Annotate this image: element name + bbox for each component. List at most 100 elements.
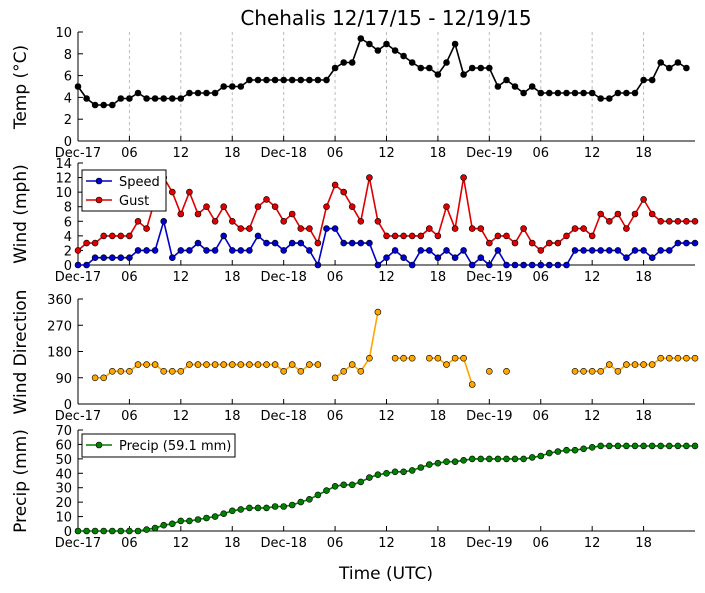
data-point: [263, 76, 270, 84]
y-tick-label: 2: [64, 113, 72, 128]
data-point: [640, 76, 647, 84]
data-point: [468, 64, 476, 72]
data-point: [194, 516, 202, 523]
data-point: [443, 361, 450, 368]
data-point: [134, 527, 142, 535]
data-point: [100, 374, 107, 382]
data-point: [674, 239, 682, 247]
x-tick-label: 18: [224, 270, 241, 285]
data-point: [366, 174, 373, 181]
data-point: [571, 247, 579, 254]
data-point: [640, 196, 647, 203]
data-point: [306, 225, 313, 232]
data-point: [134, 247, 142, 254]
data-point: [126, 527, 133, 535]
data-point: [485, 367, 493, 375]
data-point: [657, 218, 665, 225]
data-point: [246, 76, 253, 84]
data-point: [314, 261, 322, 269]
data-point: [588, 232, 596, 240]
data-point: [280, 218, 288, 225]
data-point: [434, 71, 442, 78]
data-point: [211, 218, 219, 225]
legend: Precip (59.1 mm): [81, 433, 236, 458]
data-point: [588, 247, 596, 254]
data-point: [220, 83, 227, 90]
data-point: [563, 261, 570, 269]
x-tick-label: 18: [635, 270, 652, 285]
data-point: [383, 232, 390, 240]
x-tick-label: 06: [121, 409, 138, 424]
data-point: [571, 89, 579, 97]
x-tick-label: Dec-18: [260, 270, 306, 285]
data-point: [494, 247, 502, 254]
data-point: [528, 454, 536, 461]
y-tick-label: 10: [55, 26, 72, 41]
data-point: [417, 232, 425, 240]
data-point: [143, 361, 150, 368]
data-point: [374, 308, 382, 316]
data-point: [160, 521, 167, 529]
data-point: [503, 455, 510, 463]
data-point: [177, 247, 185, 254]
data-point: [203, 89, 210, 97]
panel-3: 0 90 180 270 360 Dec-17 06 12 18 Dec-18 06 12 18 Dec-…: [11, 290, 699, 424]
legend-label: Gust: [119, 194, 149, 209]
data-point: [545, 89, 553, 97]
x-tick-label: 06: [532, 536, 549, 551]
data-point: [280, 367, 288, 375]
series-line: [334, 311, 379, 379]
data-point: [100, 254, 107, 262]
data-point: [511, 239, 519, 247]
data-point: [169, 520, 176, 528]
data-point: [614, 210, 622, 218]
data-point: [451, 354, 459, 362]
data-point: [143, 526, 150, 533]
y-tick-label: 2: [64, 244, 72, 259]
data-point: [143, 247, 150, 254]
data-point: [443, 458, 450, 466]
y-tick-label: 8: [64, 48, 72, 63]
data-point: [254, 76, 262, 84]
x-tick-label: 18: [430, 270, 447, 285]
data-point: [460, 354, 467, 362]
data-point: [348, 203, 356, 210]
data-point: [391, 468, 399, 476]
data-point: [417, 464, 425, 471]
data-point: [314, 491, 322, 499]
data-point: [683, 239, 690, 247]
y-tick-label: 90: [55, 372, 72, 387]
data-point: [383, 469, 390, 477]
data-point: [400, 468, 407, 476]
data-point: [434, 254, 442, 262]
x-tick-label: 06: [532, 270, 549, 285]
data-point: [683, 64, 690, 72]
data-point: [323, 76, 330, 84]
series-panel1: [74, 35, 690, 109]
data-point: [631, 361, 639, 368]
data-point: [605, 361, 613, 368]
y-tick-label: 60: [55, 438, 72, 453]
data-point: [177, 95, 185, 102]
data-point: [588, 443, 596, 451]
data-point: [571, 367, 579, 375]
data-point: [237, 506, 245, 513]
legend-box: [81, 169, 167, 212]
data-point: [151, 361, 159, 368]
data-point: [434, 459, 442, 467]
data-point: [229, 507, 236, 515]
data-point: [503, 261, 510, 269]
y-tick-label: 4: [64, 230, 72, 245]
data-point: [186, 89, 193, 97]
data-point: [417, 64, 425, 72]
data-point: [109, 232, 116, 240]
data-point: [683, 218, 690, 225]
data-point: [117, 254, 125, 262]
data-point: [485, 261, 493, 269]
data-point: [91, 254, 99, 262]
data-point: [194, 89, 202, 97]
data-point: [194, 239, 202, 247]
data-point: [134, 218, 142, 225]
data-point: [366, 354, 373, 362]
